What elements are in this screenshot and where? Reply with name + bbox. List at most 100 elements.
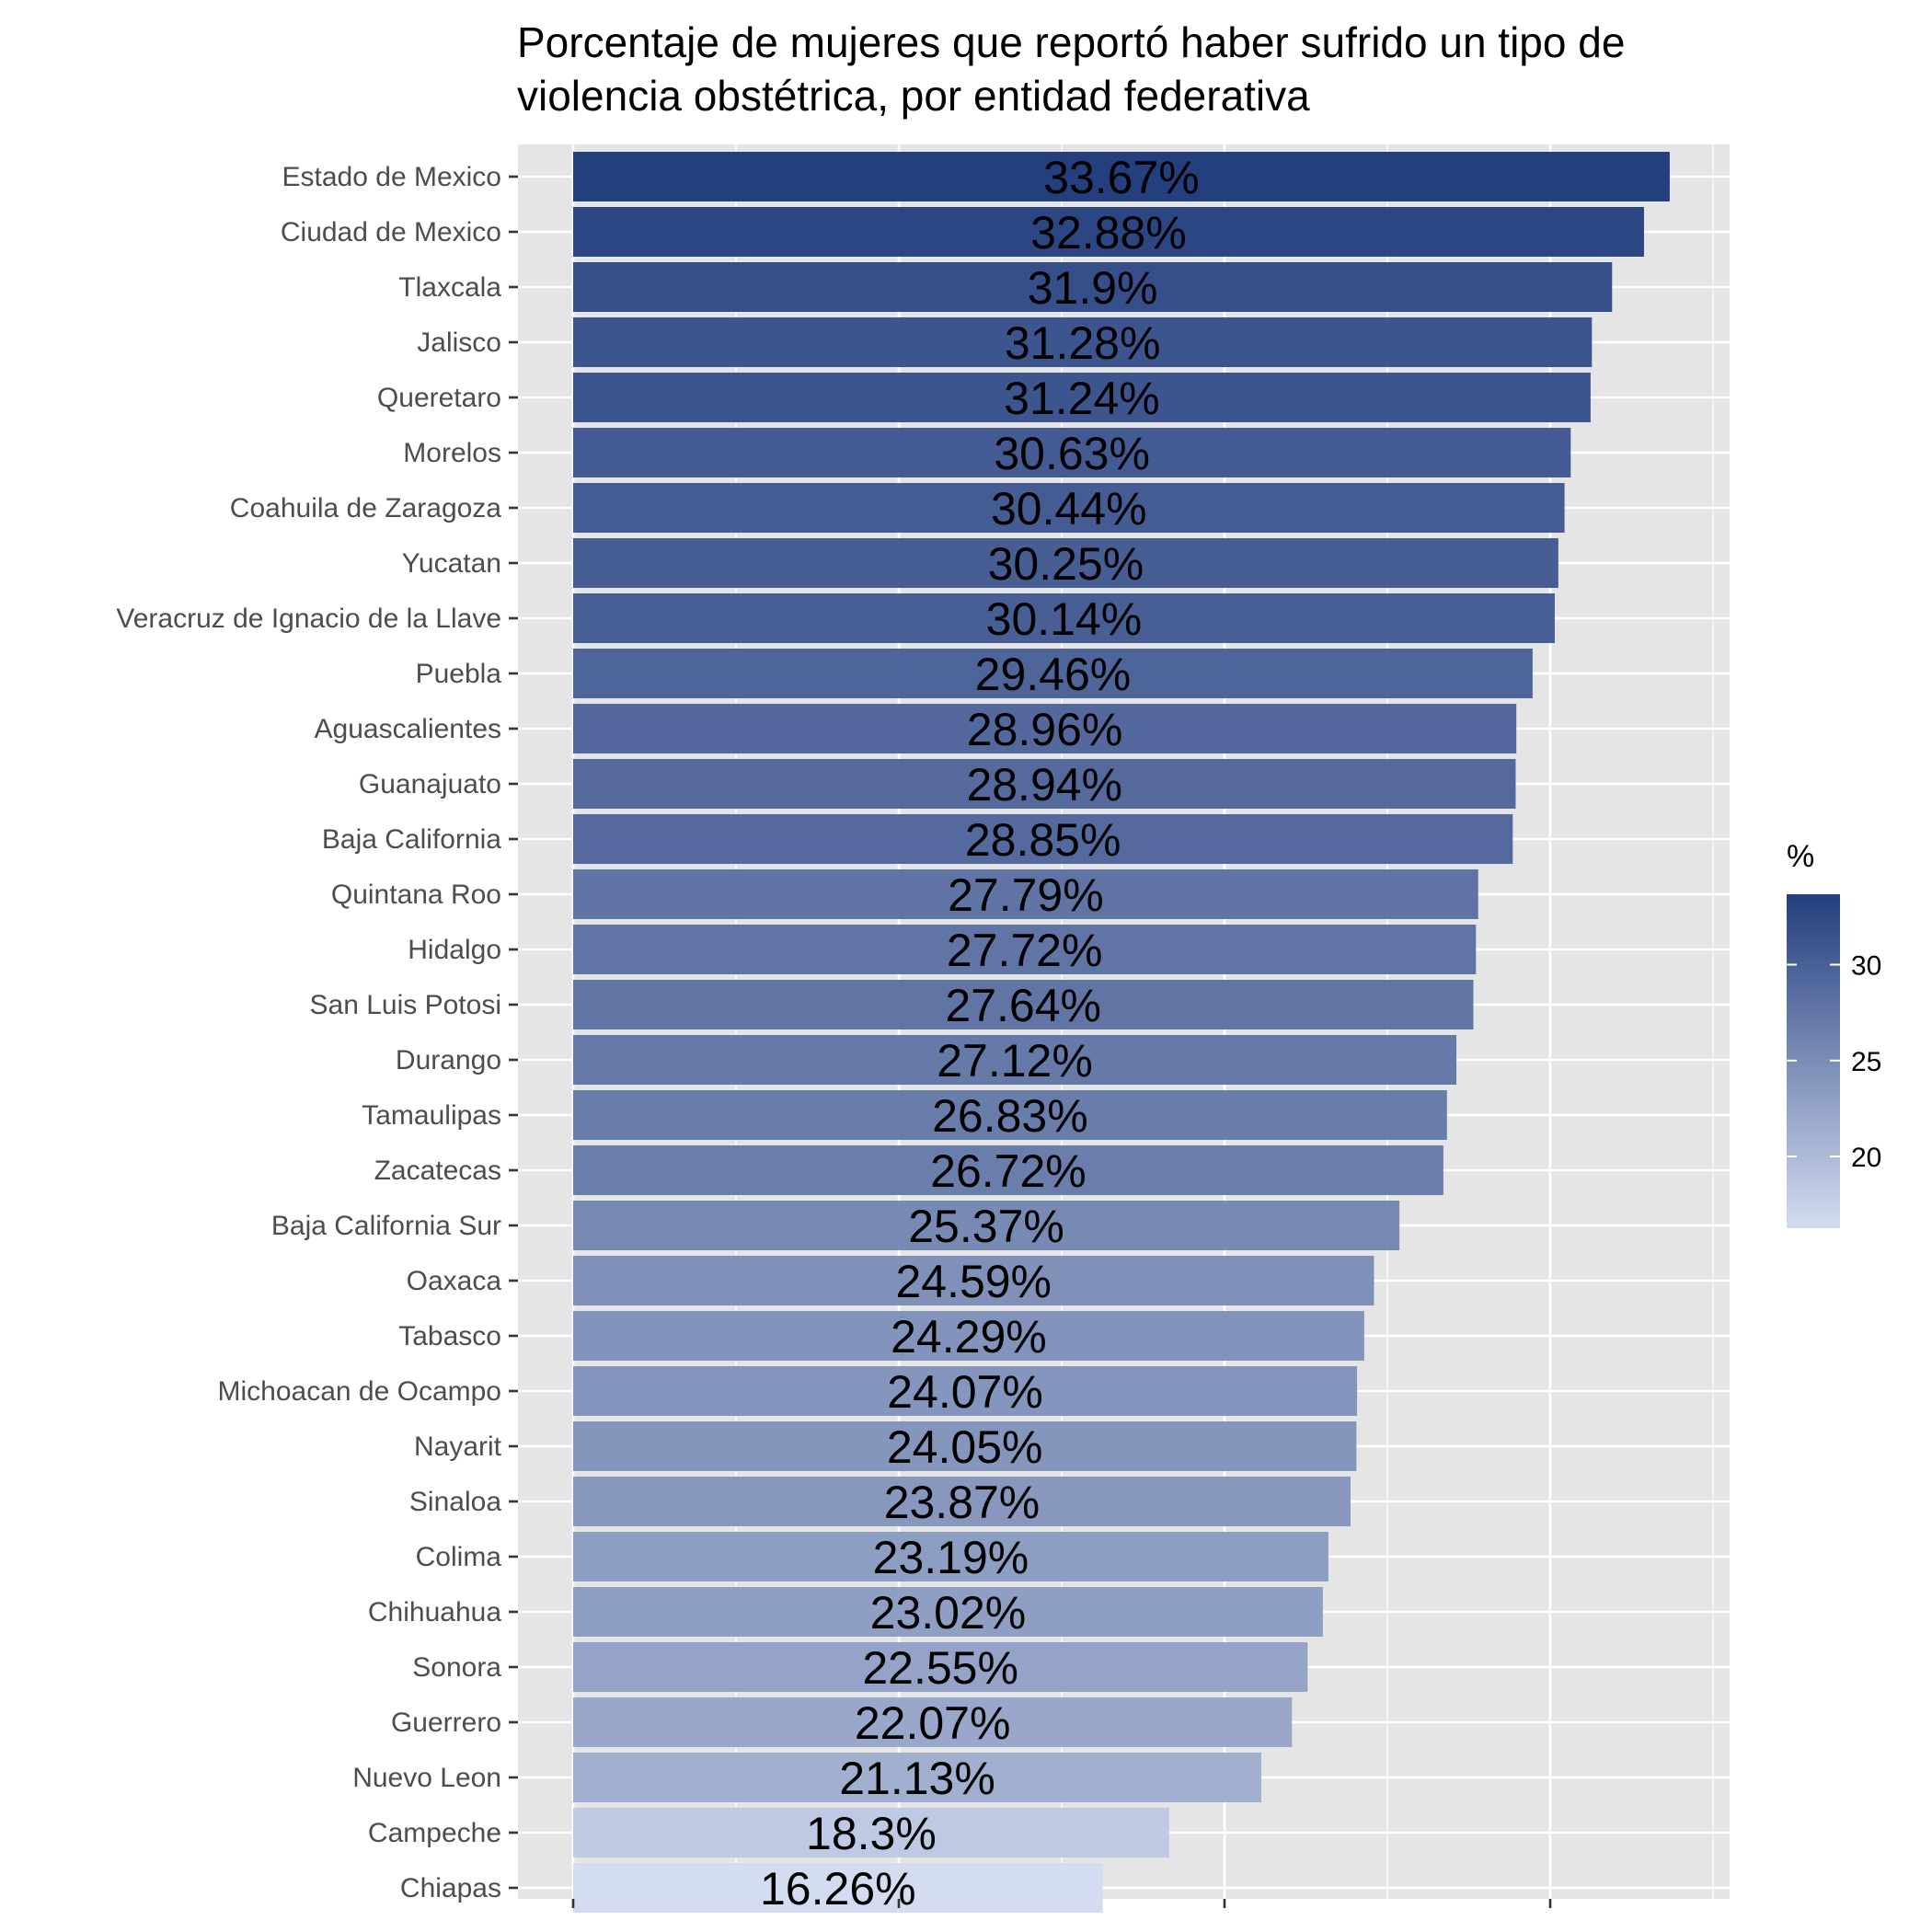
- bar-value-label: 27.72%: [947, 925, 1103, 976]
- bar-value-label: 30.25%: [988, 538, 1144, 590]
- bar-value-label: 30.44%: [991, 483, 1147, 535]
- x-axis-ticks: [571, 1899, 1552, 1908]
- y-tick-label: Jalisco: [417, 328, 501, 358]
- bar-value-label: 16.26%: [760, 1863, 916, 1915]
- y-tick-label: Veracruz de Ignacio de la Llave: [116, 604, 501, 634]
- y-tick-label: Tlaxcala: [398, 272, 501, 303]
- bar: [573, 1587, 1323, 1637]
- bar: [573, 483, 1565, 533]
- bar: [573, 152, 1670, 201]
- bar: [573, 1697, 1293, 1747]
- bar: [573, 1808, 1169, 1857]
- bar-value-label: 27.64%: [945, 980, 1101, 1031]
- legend-ticks: 20 25 30: [1787, 951, 1881, 1173]
- bar: [573, 1642, 1308, 1692]
- y-tick-label: Nayarit: [414, 1432, 502, 1462]
- y-tick-label: Tamaulipas: [362, 1100, 501, 1131]
- legend-tick-label: 30: [1851, 951, 1881, 982]
- bar-value-label: 22.55%: [862, 1642, 1018, 1694]
- legend-tick-label: 25: [1851, 1047, 1881, 1077]
- y-tick-label: Estado de Mexico: [282, 162, 501, 192]
- bars: 33.67%32.88%31.9%31.28%31.24%30.63%30.44…: [573, 152, 1670, 1915]
- chart-title-line-1: Porcentaje de mujeres que reportó haber …: [517, 18, 1625, 66]
- bar: [573, 1256, 1374, 1305]
- bar: [573, 704, 1517, 753]
- bar-value-label: 31.9%: [1028, 262, 1158, 314]
- bar: [573, 1753, 1262, 1802]
- y-tick-label: Campeche: [368, 1818, 501, 1848]
- y-axis: Estado de Mexico Ciudad de Mexico Tlaxcala…: [116, 162, 518, 1903]
- y-tick-label: Baja California: [322, 824, 501, 855]
- bar: [573, 1477, 1351, 1526]
- legend-tick-label: 20: [1851, 1143, 1881, 1173]
- bar-value-label: 23.87%: [884, 1477, 1041, 1528]
- bar-value-label: 30.63%: [994, 428, 1150, 479]
- bar-value-label: 26.72%: [930, 1145, 1087, 1197]
- bar: [573, 814, 1513, 864]
- bar: [573, 925, 1477, 974]
- y-tick-label: Chihuahua: [368, 1597, 501, 1627]
- bar: [573, 1863, 1103, 1913]
- bar: [573, 262, 1613, 312]
- bar-value-label: 30.14%: [986, 593, 1143, 645]
- bar-value-label: 27.12%: [937, 1035, 1093, 1087]
- bar: [573, 1532, 1328, 1581]
- bar: [573, 980, 1474, 1029]
- bar: [573, 1201, 1400, 1250]
- bar-value-label: 24.29%: [891, 1311, 1047, 1363]
- bar: [573, 1421, 1357, 1471]
- bar-value-label: 23.02%: [870, 1587, 1027, 1639]
- bar-value-label: 27.79%: [948, 869, 1104, 921]
- bar: [573, 1145, 1443, 1195]
- bar: [573, 428, 1571, 477]
- bar: [573, 207, 1644, 257]
- y-tick-label: Quintana Roo: [331, 880, 501, 910]
- y-tick-label: Michoacan de Ocampo: [218, 1376, 502, 1407]
- y-tick-label: Morelos: [403, 438, 501, 468]
- bar: [573, 649, 1533, 698]
- bar-value-label: 32.88%: [1030, 207, 1187, 259]
- bar-value-label: 22.07%: [855, 1697, 1011, 1749]
- y-tick-label: Aguascalientes: [315, 714, 501, 744]
- y-tick-label: Nuevo Leon: [352, 1763, 501, 1793]
- bar: [573, 1311, 1364, 1361]
- bar: [573, 759, 1516, 809]
- y-tick-label: Coahuila de Zaragoza: [230, 493, 502, 523]
- chart-title-line-2: violencia obstétrica, por entidad federa…: [517, 72, 1310, 120]
- y-tick-label: Sinaloa: [409, 1487, 501, 1517]
- bar-value-label: 29.46%: [975, 649, 1132, 700]
- y-tick-label: Yucatan: [402, 548, 501, 579]
- bar-value-label: 31.24%: [1004, 373, 1160, 424]
- y-tick-label: Colima: [416, 1542, 502, 1572]
- y-tick-label: Oaxaca: [407, 1266, 502, 1296]
- bar: [573, 593, 1555, 643]
- y-tick-label: Queretaro: [377, 383, 501, 413]
- y-tick-label: Ciudad de Mexico: [281, 217, 501, 247]
- bar: [573, 1090, 1447, 1140]
- bar: [573, 869, 1478, 919]
- legend-title: %: [1787, 839, 1814, 874]
- y-tick-label: Hidalgo: [408, 935, 501, 965]
- bar-value-label: 28.96%: [967, 704, 1123, 755]
- bar-value-label: 28.85%: [965, 814, 1121, 866]
- bar: [573, 373, 1591, 422]
- bar-value-label: 28.94%: [966, 759, 1122, 811]
- y-tick-label: Sonora: [412, 1652, 501, 1683]
- bar-value-label: 24.07%: [887, 1366, 1043, 1418]
- bar-value-label: 33.67%: [1043, 152, 1200, 203]
- bar: [573, 1366, 1358, 1416]
- y-tick-label: Guanajuato: [359, 769, 501, 799]
- bar-value-label: 26.83%: [932, 1090, 1088, 1142]
- y-tick-label: Guerrero: [391, 1708, 501, 1738]
- y-tick-label: Puebla: [416, 659, 502, 689]
- y-tick-label: Baja California Sur: [271, 1211, 501, 1241]
- bar-value-label: 31.28%: [1005, 317, 1161, 369]
- bar-value-label: 24.59%: [895, 1256, 1052, 1307]
- bar-value-label: 21.13%: [839, 1753, 995, 1804]
- y-tick-label: Zacatecas: [374, 1156, 501, 1186]
- y-tick-label: Tabasco: [398, 1321, 501, 1351]
- bar-value-label: 18.3%: [806, 1808, 937, 1859]
- y-tick-label: Durango: [396, 1045, 501, 1075]
- legend: % 20 25 30: [1787, 839, 1881, 1228]
